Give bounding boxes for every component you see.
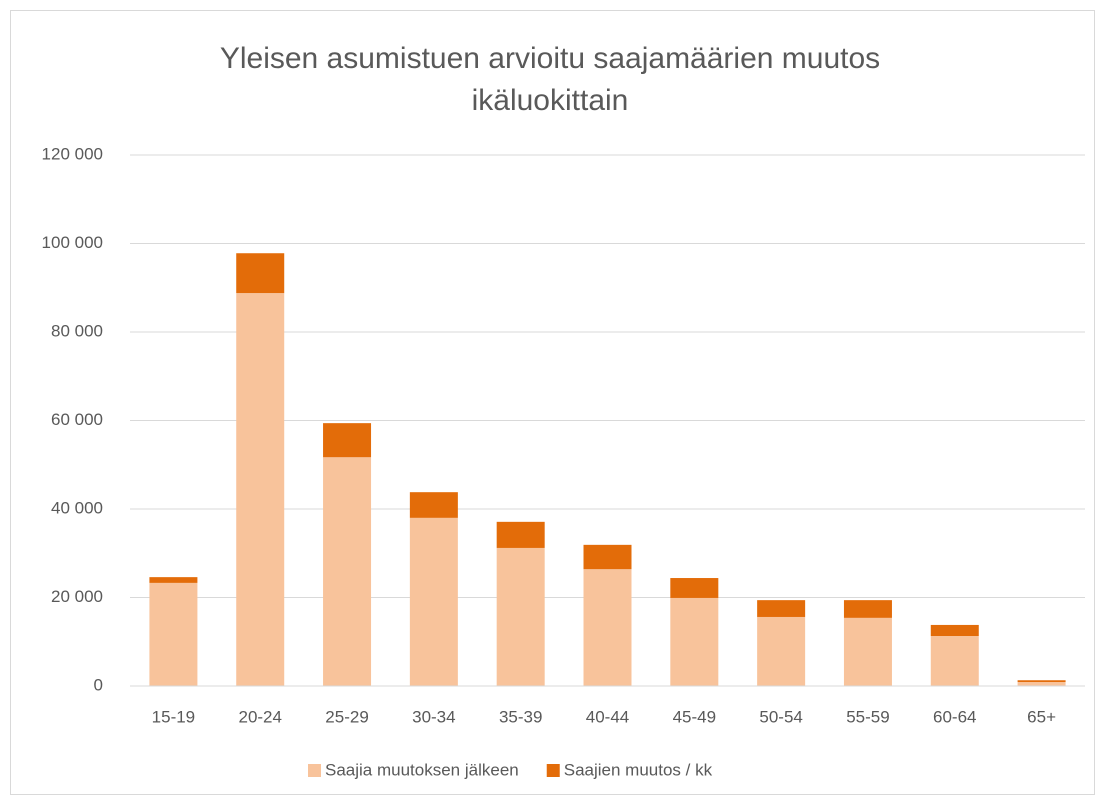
x-tick-label: 45-49 <box>673 707 716 726</box>
x-tick-label: 55-59 <box>846 707 889 726</box>
legend-swatch <box>546 764 560 777</box>
chart-title: Yleisen asumistuen arvioitu saajamäärien… <box>219 42 881 117</box>
x-tick-label: 15-19 <box>152 707 195 726</box>
bar-segment <box>670 597 719 686</box>
bar-segment <box>1017 682 1066 686</box>
bar-segment <box>149 577 198 583</box>
x-tick-label: 65+ <box>1027 707 1056 726</box>
bar-segment <box>843 600 892 618</box>
bar-segment <box>670 578 719 598</box>
bar-segment <box>409 517 458 686</box>
legend-swatch <box>308 764 321 777</box>
bar-segment <box>757 616 806 686</box>
bar-segment <box>583 569 632 686</box>
y-tick-label: 20 000 <box>51 587 103 606</box>
x-tick-label: 40-44 <box>586 707 629 726</box>
bar-segment <box>496 521 545 548</box>
bar-segment <box>930 635 979 686</box>
y-tick-label: 120 000 <box>42 144 103 163</box>
bar-segment <box>323 457 372 686</box>
bar-segment <box>757 600 806 617</box>
bar-segment <box>1017 680 1066 683</box>
bar-segment <box>323 423 372 458</box>
y-tick-label: 40 000 <box>51 498 103 517</box>
bar-segment <box>149 582 198 686</box>
bar-segment <box>496 547 545 686</box>
bar-segment <box>236 293 285 686</box>
y-tick-label: 60 000 <box>51 410 103 429</box>
y-tick-label: 100 000 <box>42 233 103 252</box>
bar-segment <box>843 617 892 686</box>
x-tick-label: 20-24 <box>238 707 281 726</box>
bar-segment <box>583 544 632 570</box>
legend-label: Saajia muutoksen jälkeen <box>325 760 519 779</box>
x-tick-label: 35-39 <box>499 707 542 726</box>
x-tick-label: 25-29 <box>325 707 368 726</box>
x-tick-label: 30-34 <box>412 707 455 726</box>
bar-segment <box>409 492 458 518</box>
bar-segment <box>930 624 979 636</box>
x-tick-label: 60-64 <box>933 707 976 726</box>
y-tick-label: 0 <box>94 675 103 694</box>
legend-label: Saajien muutos / kk <box>564 760 713 779</box>
y-tick-label: 80 000 <box>51 321 103 340</box>
bar-segment <box>236 253 285 294</box>
x-tick-label: 50-54 <box>759 707 802 726</box>
